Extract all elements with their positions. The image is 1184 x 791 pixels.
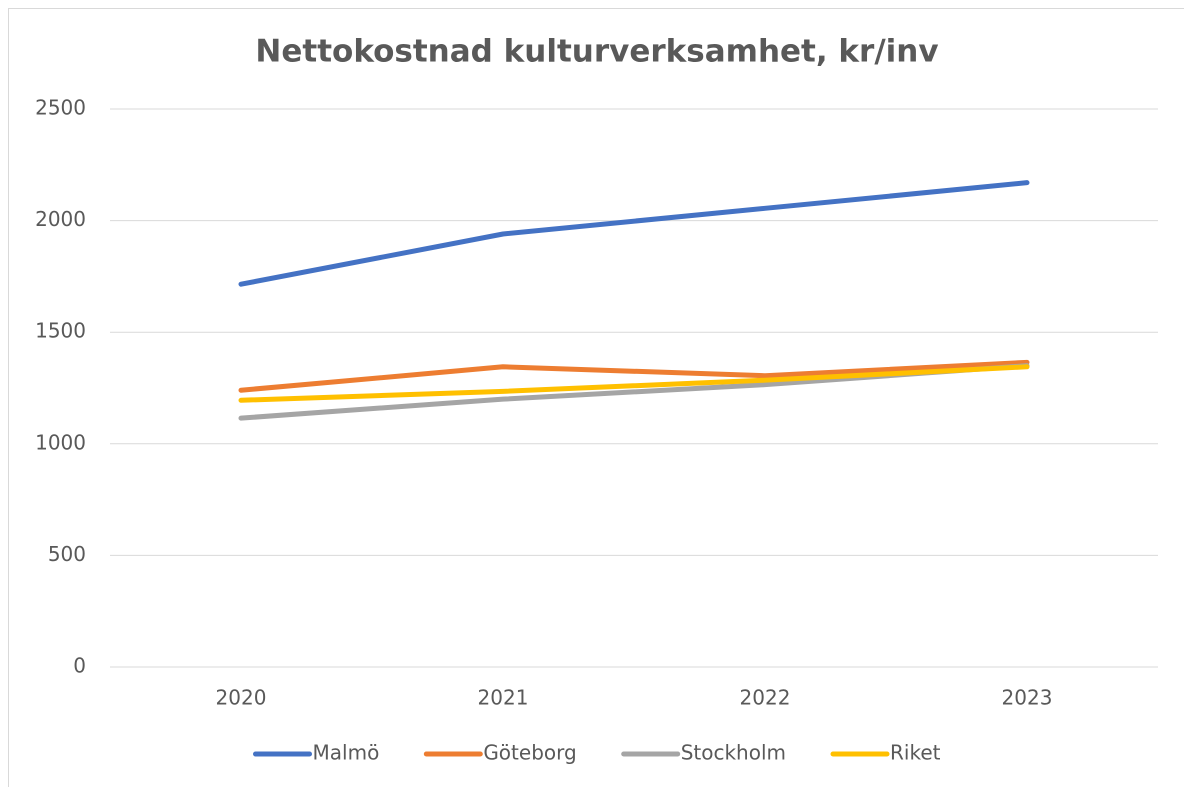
y-tick-label: 500 <box>48 542 86 566</box>
y-tick-label: 0 <box>73 654 86 678</box>
legend-label: Göteborg <box>483 741 576 765</box>
y-tick-label: 1000 <box>35 430 86 454</box>
chart-title: Nettokostnad kulturverksamhet, kr/inv <box>255 34 938 70</box>
x-tick-label: 2021 <box>478 686 529 710</box>
y-tick-label: 1500 <box>35 319 86 343</box>
y-tick-label: 2500 <box>35 96 86 120</box>
x-tick-label: 2022 <box>740 686 791 710</box>
legend-label: Stockholm <box>681 741 786 765</box>
legend-label: Riket <box>890 741 941 765</box>
x-tick-label: 2020 <box>216 686 267 710</box>
series-line <box>241 183 1027 285</box>
legend-label: Malmö <box>313 741 380 765</box>
y-tick-label: 2000 <box>35 207 86 231</box>
chart-frame <box>9 9 1184 788</box>
x-tick-label: 2023 <box>1002 686 1053 710</box>
